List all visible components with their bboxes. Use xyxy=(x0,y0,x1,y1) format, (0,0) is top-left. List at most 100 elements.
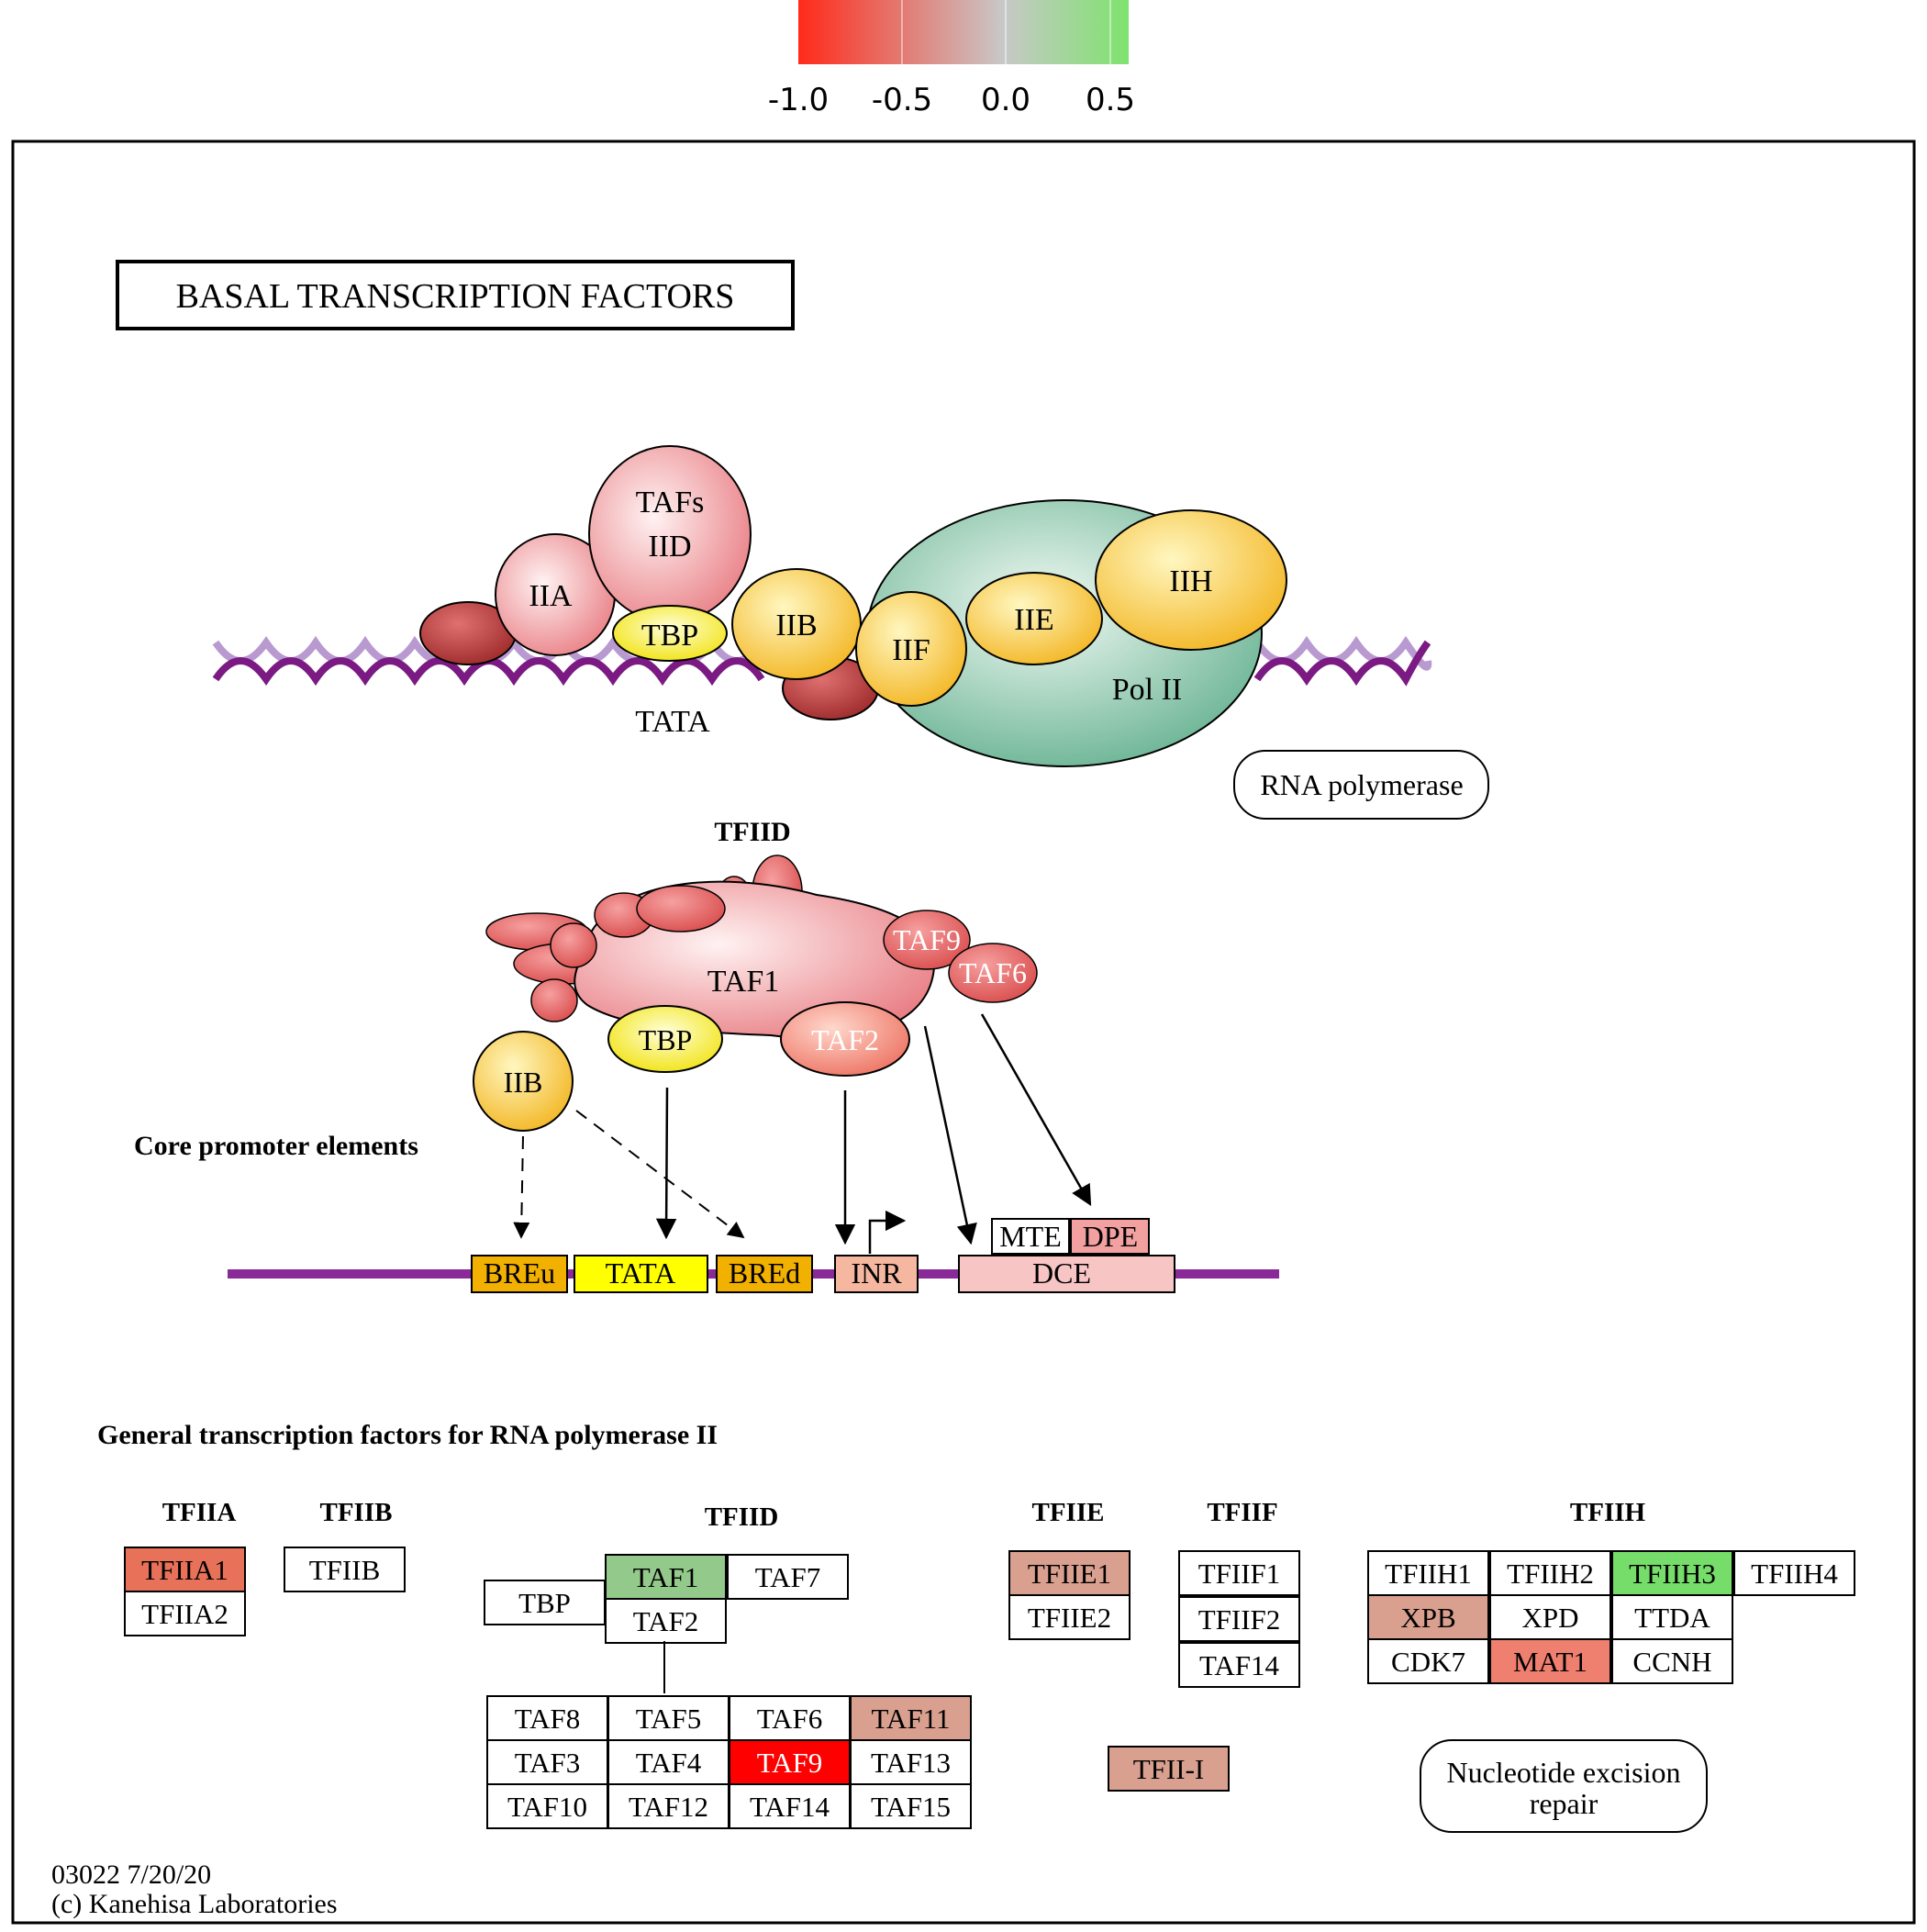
gene-box-rect[interactable] xyxy=(1367,1594,1489,1640)
transcription-start-arrow xyxy=(868,1210,907,1254)
gene-box-rect[interactable] xyxy=(1489,1638,1611,1684)
gene-box-rect[interactable] xyxy=(486,1739,608,1785)
gene-box-taf12[interactable]: TAF12 xyxy=(607,1783,730,1829)
gene-box-rect[interactable] xyxy=(484,1580,606,1625)
gene-box-rect[interactable] xyxy=(1733,1550,1855,1596)
gene-box-tfiih1[interactable]: TFIIH1 xyxy=(1367,1550,1489,1596)
taf-subunit xyxy=(550,922,597,968)
rna-polymerase-link[interactable] xyxy=(1233,750,1489,820)
gene-box-taf5[interactable]: TAF5 xyxy=(607,1695,730,1741)
gene-box-tfiif1[interactable]: TFIIF1 xyxy=(1178,1550,1300,1596)
gene-box-tfiib[interactable]: TFIIB xyxy=(284,1547,406,1592)
mte-label: MTE xyxy=(999,1220,1062,1253)
gene-box-taf14[interactable]: TAF14 xyxy=(729,1783,851,1829)
gene-box-label: XPB xyxy=(1400,1602,1455,1634)
gene-box-xpd[interactable]: XPD xyxy=(1489,1594,1611,1640)
gene-box-label: TFII-I xyxy=(1133,1753,1204,1785)
gene-box-taf7[interactable]: TAF7 xyxy=(727,1554,849,1600)
gene-box-rect[interactable] xyxy=(607,1695,730,1741)
gene-box-taf8[interactable]: TAF8 xyxy=(486,1695,608,1741)
gene-box-tfiie2[interactable]: TFIIE2 xyxy=(1008,1594,1131,1640)
gene-box-tfiia2[interactable]: TFIIA2 xyxy=(124,1591,246,1636)
arrow xyxy=(655,1087,677,1240)
gene-box-rect[interactable] xyxy=(727,1554,849,1600)
gene-box-layer: TFIIA1 TFIIA2 TFIIB TBP TAF1 TAF7 TAF2 TAF8 TAF5… xyxy=(124,1547,1855,1829)
gene-box-taf11[interactable]: TAF11 xyxy=(850,1695,972,1741)
gene-box-taf9[interactable]: TAF9 xyxy=(729,1739,851,1785)
gene-box-tfiia1[interactable]: TFIIA1 xyxy=(124,1547,246,1592)
dpe-label: DPE xyxy=(1083,1220,1138,1253)
gene-box-rect[interactable] xyxy=(729,1783,851,1829)
dna-strand xyxy=(212,657,765,687)
gene-box-tfiie1[interactable]: TFIIE1 xyxy=(1008,1550,1131,1596)
gene-box-rect[interactable] xyxy=(124,1547,246,1592)
gene-box-cdk7[interactable]: CDK7 xyxy=(1367,1638,1489,1684)
gene-box-rect[interactable] xyxy=(850,1739,972,1785)
inr-label: INR xyxy=(851,1256,902,1290)
tfiid-diagram: TFIID TAF1 TAF9 TAF6 TBP TAF2 IIB Core p… xyxy=(134,817,1279,1293)
gene-box-label: TFIIA2 xyxy=(141,1598,228,1630)
gene-box-rect[interactable] xyxy=(1611,1594,1733,1640)
gene-box-rect[interactable] xyxy=(284,1547,406,1592)
dce-element xyxy=(958,1255,1175,1293)
gene-box-rect[interactable] xyxy=(607,1783,730,1829)
gene-box-rect[interactable] xyxy=(1008,1594,1131,1640)
legend-tick: -0.5 xyxy=(872,82,932,118)
gene-box-mat1[interactable]: MAT1 xyxy=(1489,1638,1611,1684)
gene-box-rect[interactable] xyxy=(1489,1594,1611,1640)
gene-box-label: TFIIE1 xyxy=(1028,1558,1111,1590)
gene-box-tfiih3[interactable]: TFIIH3 xyxy=(1611,1550,1733,1596)
gene-box-tfiih2[interactable]: TFIIH2 xyxy=(1489,1550,1611,1596)
group-title-tfiif: TFIIF xyxy=(1207,1498,1277,1527)
gene-box-taf14[interactable]: TAF14 xyxy=(1178,1642,1300,1688)
gene-box-taf1[interactable]: TAF1 xyxy=(605,1554,727,1600)
gene-box-label: MAT1 xyxy=(1513,1646,1587,1678)
iib-shape xyxy=(473,1031,574,1132)
gene-box-tbp[interactable]: TBP xyxy=(484,1580,606,1625)
iib-label: IIB xyxy=(504,1066,543,1099)
group-title-tfiih: TFIIH xyxy=(1570,1498,1646,1527)
gene-box-taf4[interactable]: TAF4 xyxy=(607,1739,730,1785)
taf2-shape xyxy=(780,1001,910,1077)
iie-shape xyxy=(965,572,1103,665)
gene-box-tfiih4[interactable]: TFIIH4 xyxy=(1733,1550,1855,1596)
gene-box-rect[interactable] xyxy=(1178,1596,1300,1642)
arrow xyxy=(513,1135,530,1239)
gene-box-label: TAF14 xyxy=(1199,1649,1280,1681)
gene-box-label: TAF5 xyxy=(636,1703,702,1735)
gene-box-rect[interactable] xyxy=(850,1783,972,1829)
gene-box-taf2[interactable]: TAF2 xyxy=(605,1598,727,1644)
gene-box-taf6[interactable]: TAF6 xyxy=(729,1695,851,1741)
rna-polymerase-label: RNA polymerase xyxy=(1260,768,1463,801)
gene-box-rect[interactable] xyxy=(1178,1550,1300,1596)
gene-box-taf13[interactable]: TAF13 xyxy=(850,1739,972,1785)
gene-box-rect[interactable] xyxy=(605,1554,727,1600)
gene-box-rect[interactable] xyxy=(124,1591,246,1636)
nucleotide-excision-repair-link[interactable] xyxy=(1420,1739,1708,1833)
pathway-title: BASAL TRANSCRIPTION FACTORS xyxy=(116,260,795,330)
gene-box-rect[interactable] xyxy=(1108,1746,1230,1792)
gene-box-label: TFIIH1 xyxy=(1385,1558,1472,1590)
gene-box-taf10[interactable]: TAF10 xyxy=(486,1783,608,1829)
gene-box-rect[interactable] xyxy=(850,1695,972,1741)
tfiid-diagram-title: TFIID xyxy=(714,817,790,847)
gene-box-label: TAF13 xyxy=(871,1747,951,1779)
gene-box-rect[interactable] xyxy=(1367,1638,1489,1684)
gene-box-rect[interactable] xyxy=(1611,1638,1733,1684)
gene-box-taf15[interactable]: TAF15 xyxy=(850,1783,972,1829)
gene-box-rect[interactable] xyxy=(607,1739,730,1785)
gene-box-rect[interactable] xyxy=(1178,1642,1300,1688)
gene-box-xpb[interactable]: XPB xyxy=(1367,1594,1489,1640)
arrow xyxy=(923,1025,977,1245)
gene-box-ccnh[interactable]: CCNH xyxy=(1611,1638,1733,1684)
gene-box-rect[interactable] xyxy=(729,1739,851,1785)
gene-box-rect[interactable] xyxy=(486,1783,608,1829)
color-legend: -1.0 -0.5 0.0 0.5 xyxy=(768,0,1135,118)
gene-box-taf3[interactable]: TAF3 xyxy=(486,1739,608,1785)
gene-box-rect[interactable] xyxy=(605,1598,727,1644)
gene-box-ttda[interactable]: TTDA xyxy=(1611,1594,1733,1640)
legend-gradient-bar xyxy=(798,0,1129,64)
gene-box-tfii-i[interactable]: TFII-I xyxy=(1108,1746,1230,1792)
gene-box-tfiif2[interactable]: TFIIF2 xyxy=(1178,1596,1300,1642)
gene-box-rect[interactable] xyxy=(1489,1550,1611,1596)
